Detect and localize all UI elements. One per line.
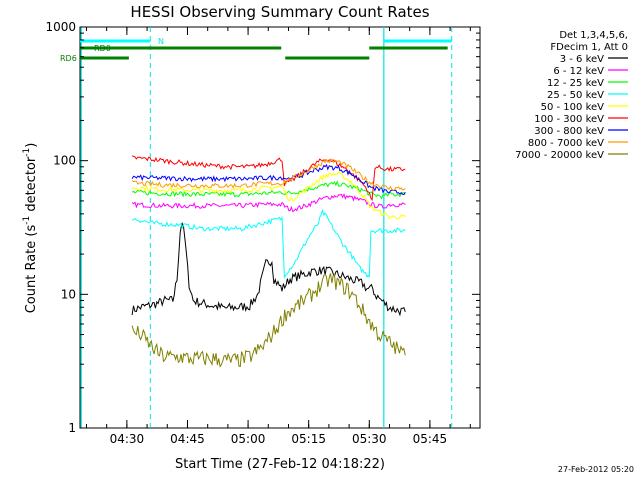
series-line <box>131 170 406 220</box>
chart-title: HESSI Observing Summary Count Rates <box>130 3 429 21</box>
x-tick-label: 05:00 <box>231 432 266 446</box>
flag-label: N <box>158 37 164 46</box>
x-tick-label: 05:45 <box>413 432 448 446</box>
series-line <box>131 221 406 317</box>
y-tick-label: 100 <box>53 154 76 168</box>
x-tick-label: 04:45 <box>170 432 205 446</box>
legend-entry-label: 3 - 6 keV <box>560 54 604 65</box>
y-tick-label: 1000 <box>45 20 76 34</box>
x-axis-label: Start Time (27-Feb-12 04:18:22) <box>175 457 385 472</box>
legend-entry-label: 7000 - 20000 keV <box>515 150 604 161</box>
legend-entry-label: 100 - 300 keV <box>534 114 604 125</box>
series-group <box>131 155 406 368</box>
x-tick-label: 05:30 <box>352 432 387 446</box>
legend-entry-label: 6 - 12 keV <box>553 66 604 77</box>
legend-entry-label: 25 - 50 keV <box>547 90 604 101</box>
x-tick-label: 04:30 <box>110 432 145 446</box>
state-flags: RD0 RD6 N <box>60 37 452 63</box>
flag-label: RD0 <box>94 44 111 53</box>
legend: Det 1,3,4,5,6,FDecim 1, Att 03 - 6 keV6 … <box>515 30 628 161</box>
series-line <box>131 163 406 196</box>
legend-entry-label: 300 - 800 keV <box>534 126 604 137</box>
footer-date: 27-Feb-2012 05:20 <box>558 465 634 474</box>
legend-header: Det 1,3,4,5,6, <box>559 30 628 41</box>
legend-entry-label: 50 - 100 keV <box>541 102 605 113</box>
flag-label: RD6 <box>60 54 77 63</box>
series-line <box>131 180 406 200</box>
x-tick-label: 05:15 <box>291 432 326 446</box>
plot-frame <box>79 26 481 429</box>
series-line <box>131 155 406 202</box>
series-line <box>131 273 406 368</box>
series-line <box>131 158 406 192</box>
legend-entry-label: 12 - 25 keV <box>547 78 604 89</box>
legend-entry-label: 800 - 7000 keV <box>528 138 604 149</box>
y-axis-label: Count Rate (s-1 detector-1) <box>22 143 39 314</box>
series-line <box>131 193 406 213</box>
y-tick-label: 1 <box>68 421 76 435</box>
y-tick-label: 10 <box>61 287 76 301</box>
series-line <box>131 208 406 279</box>
state-lines <box>80 27 453 428</box>
y-axis: 1 10 100 1000 <box>45 20 480 435</box>
legend-header: FDecim 1, Att 0 <box>550 42 628 53</box>
x-axis: 04:30 04:45 05:00 05:15 05:30 05:45 <box>85 27 471 446</box>
